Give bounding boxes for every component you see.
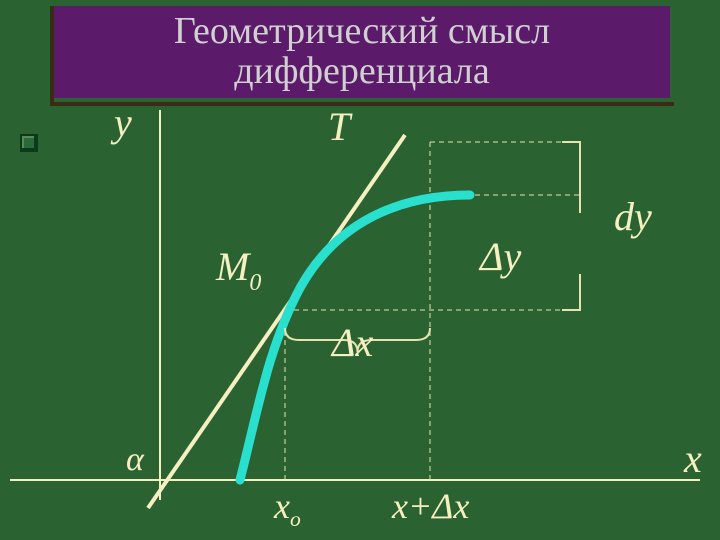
label-M0: M0 [215, 244, 261, 296]
diagram: y x T M0 Δy dy Δx α xo x+Δx [0, 100, 720, 540]
title-outline: Геометрический смысл дифференциала [50, 6, 674, 106]
label-T: T [328, 104, 353, 149]
label-x0: xo [273, 486, 301, 531]
slide: Геометрический смысл дифференциала y x T… [0, 0, 720, 540]
title-text: Геометрический смысл дифференциала [54, 12, 670, 92]
label-dy: dy [614, 194, 652, 239]
label-x: x [683, 436, 702, 481]
label-alpha: α [126, 441, 145, 478]
dy-bracket-top [562, 142, 580, 213]
label-y: y [110, 100, 132, 145]
dy-bracket-bot [562, 274, 580, 310]
label-x-plus-dx: x+Δx [391, 486, 469, 526]
label-Delta-y: Δy [478, 234, 521, 279]
title: Геометрический смысл дифференциала [54, 6, 670, 98]
label-Delta-x: Δx [330, 320, 373, 365]
